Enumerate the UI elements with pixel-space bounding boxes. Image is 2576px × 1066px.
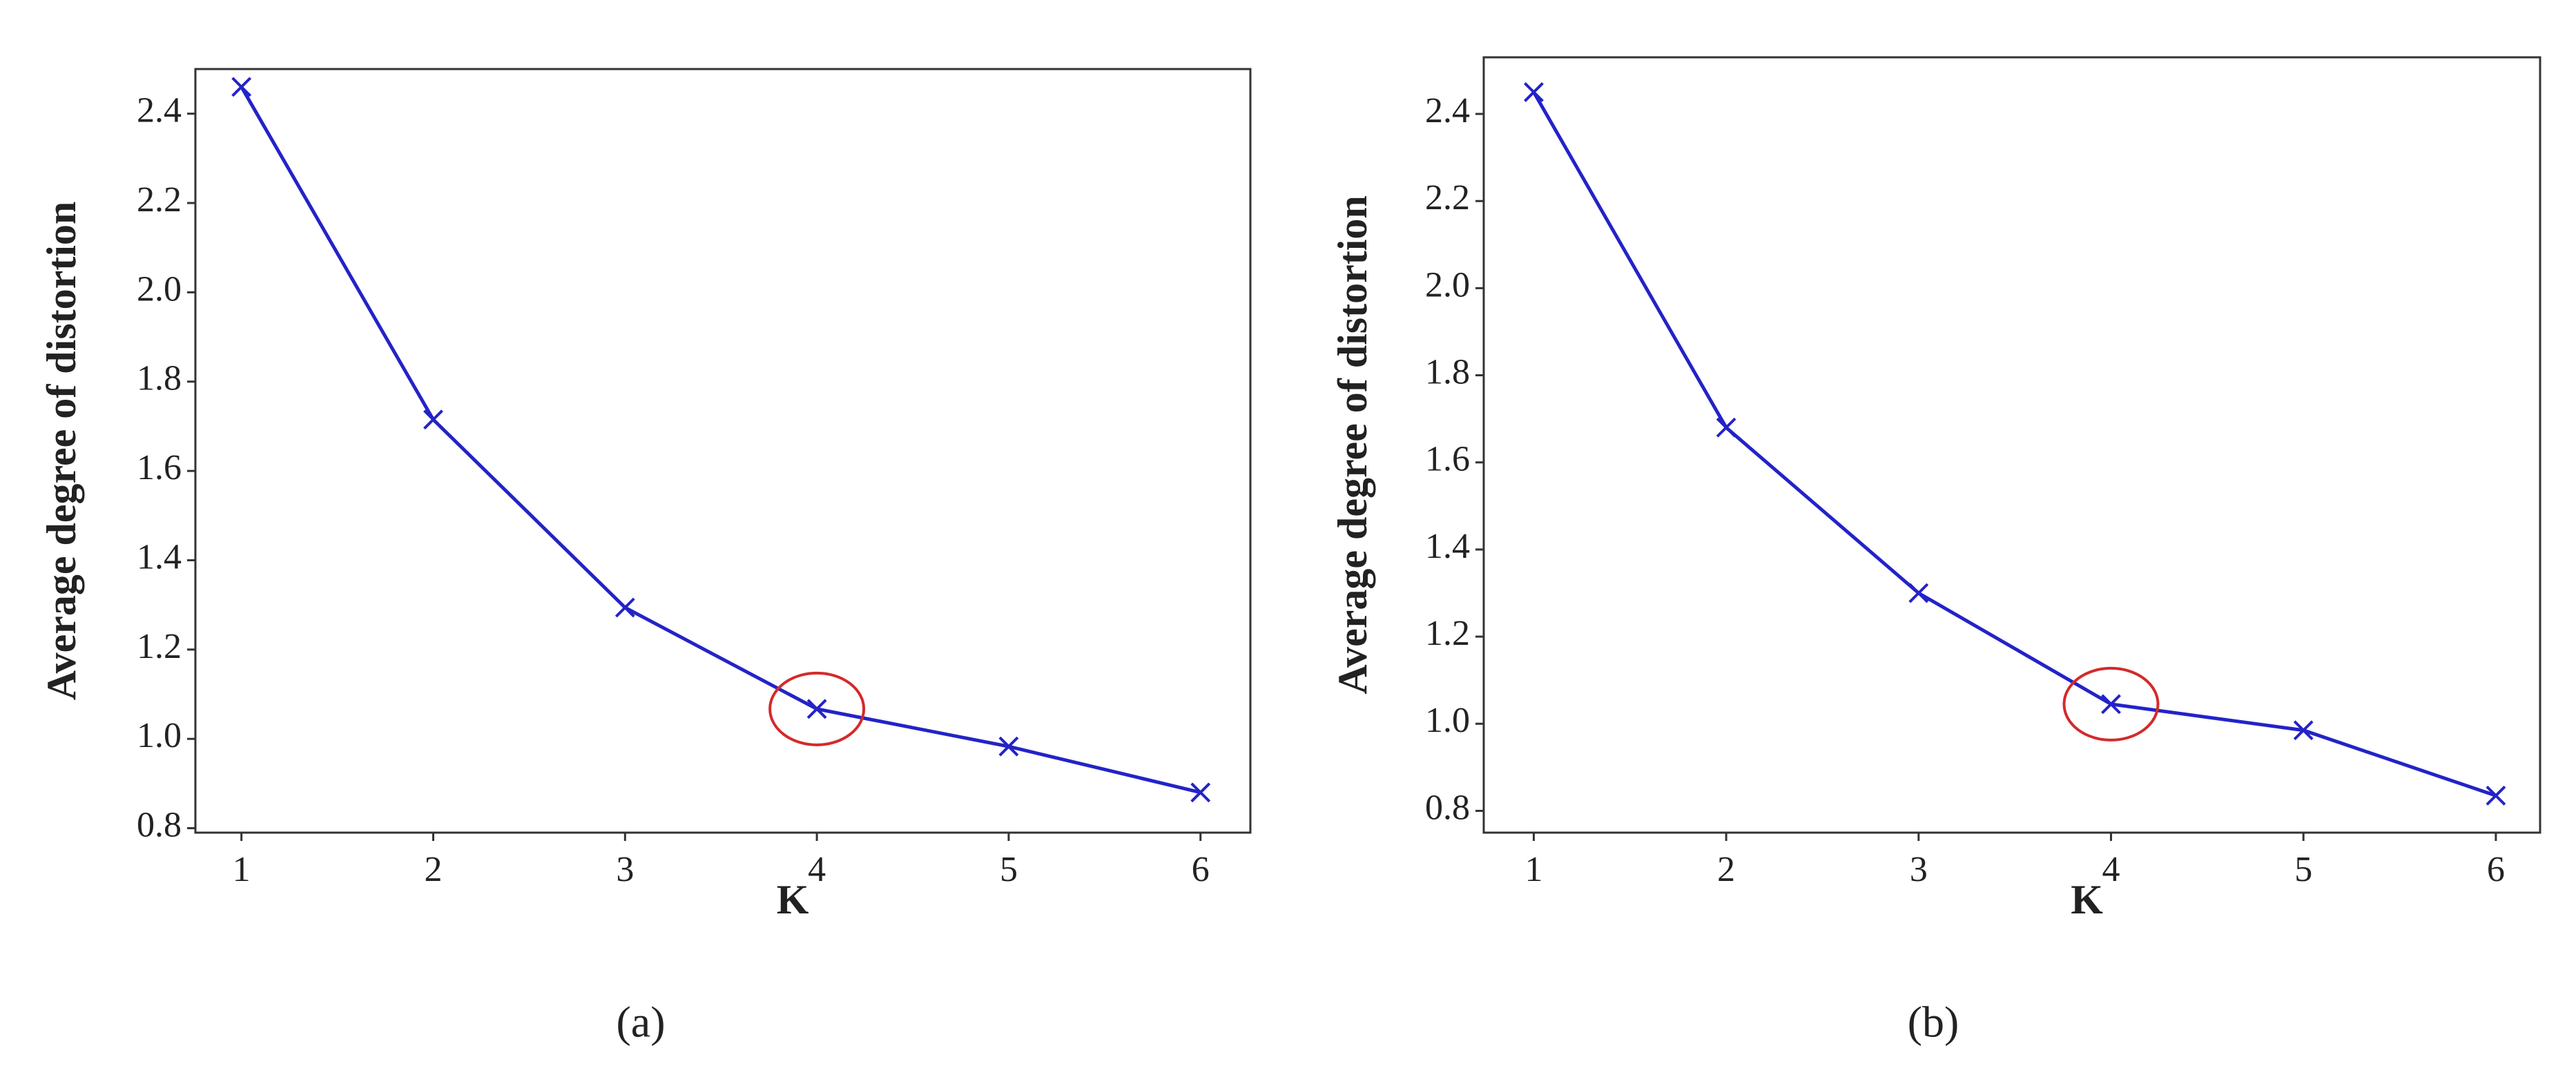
x-tick-label: 4: [2102, 850, 2120, 889]
x-tick-label: 6: [1192, 850, 1210, 889]
x-tick-label: 6: [2487, 850, 2505, 889]
point-marker: [2101, 694, 2121, 715]
x-axis-label: K: [777, 877, 809, 922]
y-tick-label: 1.8: [137, 359, 182, 398]
y-tick-label: 1.4: [137, 537, 182, 576]
point-marker: [2486, 785, 2506, 806]
y-tick-label: 2.2: [1425, 178, 1470, 217]
x-axis-label: K: [2071, 877, 2103, 922]
y-tick-label: 1.2: [137, 627, 182, 666]
y-tick-label: 1.8: [1425, 352, 1470, 391]
y-tick-label: 2.4: [1425, 91, 1470, 130]
x-tick-label: 2: [1717, 850, 1735, 889]
point-marker: [806, 699, 827, 719]
x-tick-label: 5: [1000, 850, 1018, 889]
y-tick-label: 1.0: [137, 716, 182, 755]
x-tick-label: 1: [233, 850, 251, 889]
panel-label: (b): [1908, 998, 1959, 1047]
y-tick-label: 1.2: [1425, 614, 1470, 653]
y-tick-label: 1.0: [1425, 701, 1470, 740]
point-marker: [231, 77, 252, 97]
y-tick-label: 1.6: [1425, 440, 1470, 479]
y-axis-label: Average degree of distortion: [39, 202, 84, 701]
highlight-circle: [2062, 666, 2160, 742]
x-tick-label: 5: [2294, 850, 2312, 889]
point-marker: [1908, 583, 1929, 603]
data-line: [240, 86, 1201, 795]
data-line: [1532, 91, 2497, 797]
point-marker: [423, 409, 443, 430]
y-tick-label: 2.4: [137, 91, 182, 130]
plot-frame: [194, 68, 1252, 834]
point-marker: [1716, 417, 1736, 438]
highlight-circle: [768, 671, 866, 746]
point-marker: [1190, 782, 1211, 803]
y-tick-label: 0.8: [1425, 788, 1470, 827]
y-tick-label: 2.2: [137, 180, 182, 220]
x-tick-label: 1: [1524, 850, 1542, 889]
y-tick-label: 1.6: [137, 448, 182, 487]
y-axis-label: Average degree of distortion: [1330, 195, 1375, 695]
point-marker: [1524, 82, 1544, 102]
y-tick-label: 2.0: [1425, 265, 1470, 304]
x-tick-label: 3: [616, 850, 634, 889]
x-tick-label: 4: [808, 850, 826, 889]
x-tick-label: 3: [1910, 850, 1928, 889]
y-tick-label: 1.4: [1425, 527, 1470, 566]
x-tick-label: 2: [424, 850, 442, 889]
point-marker: [998, 736, 1019, 757]
panel-label: (a): [616, 998, 665, 1047]
y-tick-label: 2.0: [137, 269, 182, 309]
point-marker: [2293, 720, 2314, 741]
y-tick-label: 0.8: [137, 805, 182, 844]
plot-frame: [1482, 56, 2541, 834]
point-marker: [614, 597, 635, 618]
